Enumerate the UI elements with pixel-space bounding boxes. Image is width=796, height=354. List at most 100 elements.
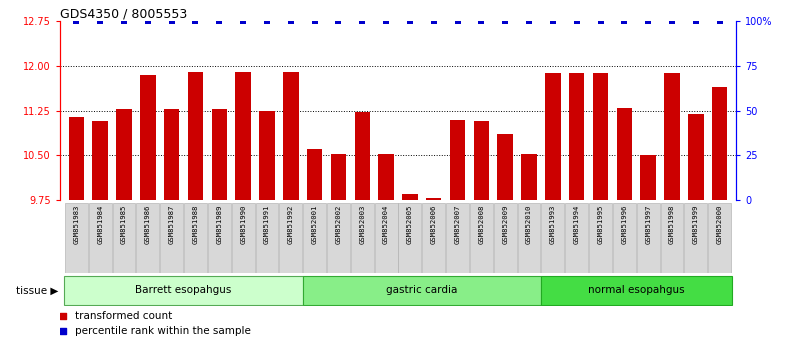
Bar [164, 109, 179, 354]
Bar [498, 135, 513, 354]
Bar [712, 87, 728, 354]
FancyBboxPatch shape [685, 203, 707, 273]
FancyBboxPatch shape [494, 203, 517, 273]
Point [308, 18, 321, 24]
Text: GSM851985: GSM851985 [121, 205, 127, 244]
Point [713, 18, 726, 24]
FancyBboxPatch shape [637, 203, 660, 273]
Point [451, 18, 464, 24]
Text: GSM851990: GSM851990 [240, 205, 246, 244]
Point [689, 18, 702, 24]
Bar [426, 198, 442, 354]
Point [57, 314, 69, 319]
Point [260, 18, 273, 24]
Point [332, 18, 345, 24]
Text: GSM851987: GSM851987 [169, 205, 174, 244]
Bar [259, 110, 275, 354]
Point [570, 18, 583, 24]
FancyBboxPatch shape [375, 203, 397, 273]
FancyBboxPatch shape [184, 203, 207, 273]
Text: GSM852000: GSM852000 [716, 205, 723, 244]
Text: GSM852002: GSM852002 [335, 205, 341, 244]
Text: GSM851995: GSM851995 [598, 205, 603, 244]
FancyBboxPatch shape [470, 203, 493, 273]
Point [118, 18, 131, 24]
Bar [330, 154, 346, 354]
FancyBboxPatch shape [613, 203, 636, 273]
Bar [521, 154, 537, 354]
Text: transformed count: transformed count [75, 312, 172, 321]
FancyBboxPatch shape [89, 203, 111, 273]
Point [642, 18, 654, 24]
Text: GSM852005: GSM852005 [407, 205, 413, 244]
Point [427, 18, 440, 24]
FancyBboxPatch shape [302, 276, 541, 304]
Point [94, 18, 107, 24]
FancyBboxPatch shape [661, 203, 684, 273]
Text: GSM852009: GSM852009 [502, 205, 508, 244]
Bar [474, 121, 489, 354]
Bar [378, 154, 394, 354]
Point [284, 18, 297, 24]
FancyBboxPatch shape [446, 203, 469, 273]
Point [594, 18, 607, 24]
Text: GSM851999: GSM851999 [693, 205, 699, 244]
FancyBboxPatch shape [256, 203, 279, 273]
FancyBboxPatch shape [565, 203, 588, 273]
Point [142, 18, 154, 24]
Bar [664, 73, 680, 354]
Bar [212, 109, 227, 354]
Point [189, 18, 202, 24]
Point [380, 18, 392, 24]
Bar [402, 194, 418, 354]
FancyBboxPatch shape [541, 203, 564, 273]
Bar [236, 72, 251, 354]
Point [236, 18, 249, 24]
Bar [116, 109, 132, 354]
Text: GSM852007: GSM852007 [455, 205, 461, 244]
FancyBboxPatch shape [589, 203, 612, 273]
Text: GSM851997: GSM851997 [645, 205, 651, 244]
Bar [140, 75, 155, 354]
FancyBboxPatch shape [541, 276, 732, 304]
Text: GSM851996: GSM851996 [622, 205, 627, 244]
Bar [92, 121, 108, 354]
FancyBboxPatch shape [517, 203, 540, 273]
Text: GSM852006: GSM852006 [431, 205, 437, 244]
Bar [307, 149, 322, 354]
Point [70, 18, 83, 24]
Bar [354, 113, 370, 354]
Point [356, 18, 369, 24]
FancyBboxPatch shape [303, 203, 326, 273]
Bar [68, 116, 84, 354]
Bar [569, 73, 584, 354]
FancyBboxPatch shape [160, 203, 183, 273]
Text: GSM851988: GSM851988 [193, 205, 198, 244]
Text: normal esopahgus: normal esopahgus [588, 285, 685, 295]
Text: GSM851989: GSM851989 [217, 205, 222, 244]
Bar [283, 72, 298, 354]
Text: GSM852010: GSM852010 [526, 205, 532, 244]
FancyBboxPatch shape [423, 203, 445, 273]
Bar [688, 114, 704, 354]
Bar [188, 72, 203, 354]
Text: GSM852001: GSM852001 [311, 205, 318, 244]
Bar [593, 73, 608, 354]
Text: GSM851983: GSM851983 [73, 205, 80, 244]
Text: GSM852008: GSM852008 [478, 205, 485, 244]
Text: GSM852003: GSM852003 [359, 205, 365, 244]
Point [166, 18, 178, 24]
Point [404, 18, 416, 24]
FancyBboxPatch shape [208, 203, 231, 273]
Point [499, 18, 512, 24]
FancyBboxPatch shape [708, 203, 731, 273]
Text: gastric cardia: gastric cardia [386, 285, 458, 295]
Bar [641, 155, 656, 354]
FancyBboxPatch shape [136, 203, 159, 273]
Text: GSM852004: GSM852004 [383, 205, 389, 244]
Point [665, 18, 678, 24]
Bar [545, 73, 560, 354]
FancyBboxPatch shape [65, 203, 88, 273]
Point [57, 329, 69, 334]
Text: GSM851994: GSM851994 [574, 205, 579, 244]
